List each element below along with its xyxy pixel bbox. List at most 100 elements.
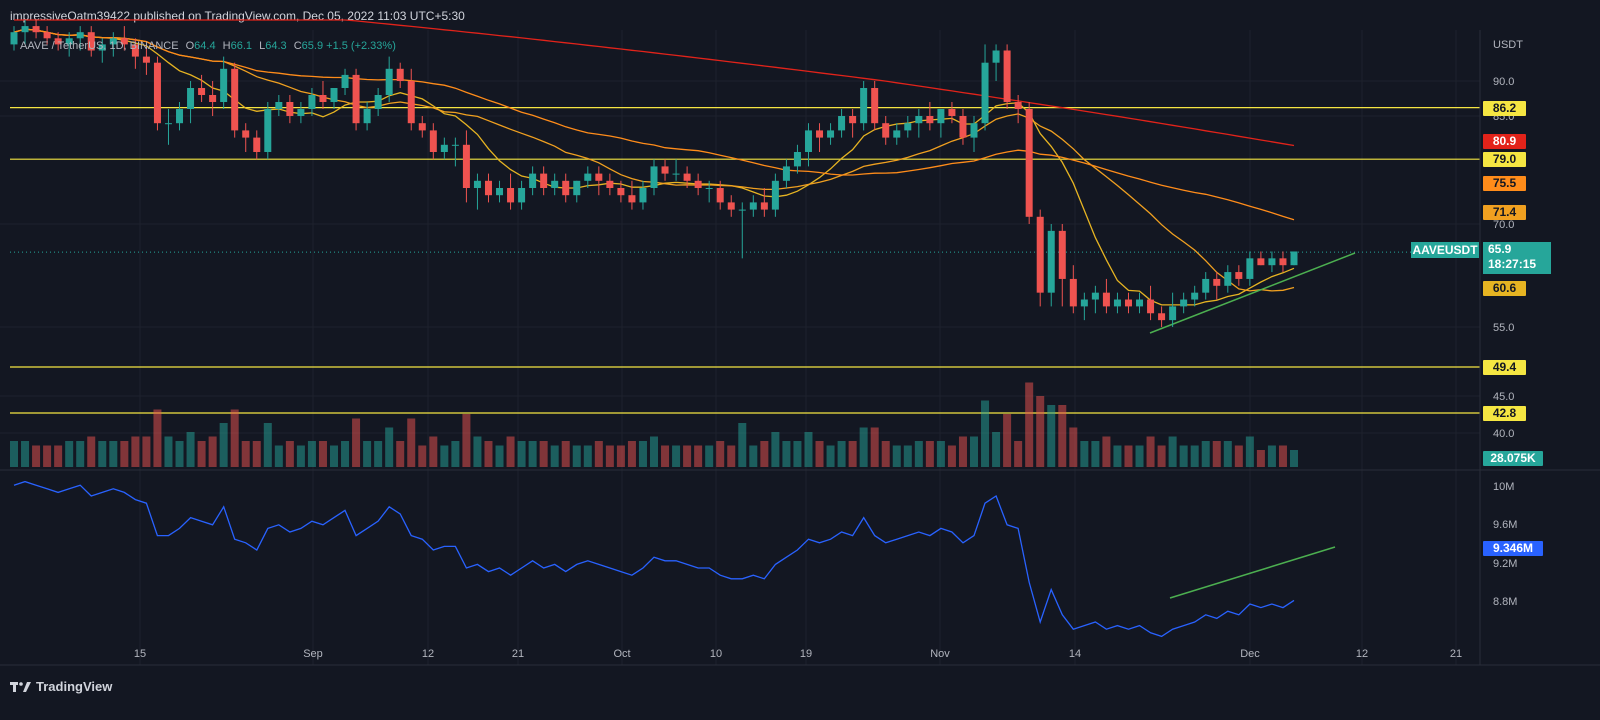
volume-bar bbox=[429, 436, 438, 467]
oscillator-trendline bbox=[1169, 546, 1336, 599]
candle-body bbox=[760, 202, 768, 210]
candle-body bbox=[473, 180, 481, 188]
candle-body bbox=[771, 180, 779, 210]
volume-bar bbox=[837, 441, 846, 467]
price-tick-90: 90.0 bbox=[1493, 76, 1514, 88]
legend-change: +1.5 (+2.33%) bbox=[326, 40, 396, 52]
candle-body bbox=[1235, 272, 1243, 279]
candle-body bbox=[176, 109, 184, 124]
candle-body bbox=[209, 95, 217, 102]
candle-body bbox=[1036, 216, 1044, 293]
candle-body bbox=[253, 137, 261, 152]
volume-bar bbox=[484, 441, 493, 467]
volume-bar bbox=[285, 441, 294, 467]
candle-body bbox=[32, 26, 40, 33]
candle-body bbox=[683, 173, 691, 181]
candle-body bbox=[43, 32, 51, 39]
volume-bar bbox=[1245, 436, 1254, 467]
candle-body bbox=[992, 50, 1000, 63]
candle-body bbox=[231, 68, 239, 131]
volume-bar bbox=[76, 441, 85, 467]
footer-brand[interactable]: TradingView bbox=[10, 679, 112, 694]
candle-body bbox=[242, 130, 250, 138]
volume-bar bbox=[782, 441, 791, 467]
volume-bar bbox=[1135, 445, 1144, 467]
time-axis[interactable]: 15 Sep 12 21 Oct 10 19 Nov 14 Dec 12 21 bbox=[134, 648, 1462, 660]
price-tick-45: 45.0 bbox=[1493, 391, 1514, 403]
volume-bar bbox=[462, 414, 471, 467]
candle-body bbox=[827, 130, 835, 138]
price-tick-70: 70.0 bbox=[1493, 219, 1514, 231]
candle-body bbox=[573, 180, 581, 196]
candle-body bbox=[1257, 258, 1265, 266]
candle-body bbox=[628, 195, 636, 203]
volume-bar bbox=[760, 441, 769, 467]
volume-bar bbox=[197, 441, 206, 467]
volume-bar bbox=[120, 441, 129, 467]
candle-body bbox=[1080, 299, 1088, 307]
volume-bar bbox=[892, 445, 901, 467]
volume-bar bbox=[1058, 405, 1067, 467]
volume-bar bbox=[1091, 441, 1100, 467]
candle-body bbox=[330, 88, 338, 102]
volume-bar bbox=[672, 445, 681, 467]
volume-bar bbox=[1025, 382, 1034, 467]
volume-bar bbox=[661, 445, 670, 467]
volume-bar bbox=[219, 423, 228, 467]
volume-bars bbox=[10, 382, 1298, 467]
volume-bar bbox=[241, 441, 250, 467]
volume-bar bbox=[318, 441, 327, 467]
volume-bar bbox=[881, 441, 890, 467]
volume-bar bbox=[10, 441, 18, 467]
candle-body bbox=[496, 188, 504, 196]
symbol-legend: AAVE / TetherUS, 1D, BINANCE O64.4 H66.1… bbox=[20, 40, 396, 52]
candle-body bbox=[893, 130, 901, 138]
candle-body bbox=[297, 109, 305, 116]
volume-bar bbox=[374, 441, 383, 467]
volume-bar bbox=[451, 441, 460, 467]
volume-bar bbox=[738, 423, 747, 467]
price-axis-currency: USDT bbox=[1493, 39, 1523, 51]
volume-bar bbox=[914, 441, 923, 467]
volume-bar bbox=[694, 445, 703, 467]
candle-body bbox=[1058, 230, 1066, 279]
candles bbox=[10, 20, 1298, 327]
volume-bar bbox=[1003, 414, 1012, 467]
legend-c-value: 65.9 bbox=[301, 40, 324, 52]
volume-bar bbox=[616, 445, 625, 467]
legend-h-label: H bbox=[222, 40, 231, 52]
osc-tick-8-8m: 8.8M bbox=[1493, 596, 1517, 608]
volume-badge: 28.075K bbox=[1483, 451, 1543, 466]
level-badge-79-0: 79.0 bbox=[1483, 152, 1526, 167]
price-tick-55: 55.0 bbox=[1493, 322, 1514, 334]
candle-body bbox=[153, 62, 161, 124]
candle-body bbox=[109, 38, 117, 45]
candle-body bbox=[617, 188, 625, 196]
volume-bar bbox=[1190, 445, 1199, 467]
legend-l-value: 64.3 bbox=[265, 40, 287, 52]
candle-body bbox=[220, 68, 228, 102]
ma-orange-badge: 75.5 bbox=[1483, 176, 1526, 191]
price-trendline bbox=[1149, 252, 1356, 334]
candle-body bbox=[1025, 109, 1033, 217]
legend-l-label: L bbox=[259, 40, 266, 52]
volume-bar bbox=[594, 441, 603, 467]
volume-bar bbox=[131, 436, 140, 467]
volume-bar bbox=[1102, 436, 1111, 467]
volume-bar bbox=[109, 441, 118, 467]
candle-body bbox=[738, 209, 746, 211]
candle-body bbox=[1279, 258, 1287, 266]
candle-body bbox=[1224, 272, 1232, 286]
level-badge-49-4: 49.4 bbox=[1483, 360, 1526, 375]
volume-bar bbox=[572, 445, 581, 467]
volume-bar bbox=[605, 445, 614, 467]
candle-body bbox=[1069, 278, 1077, 307]
volume-bar bbox=[230, 409, 239, 467]
time-tick-nov: Nov bbox=[930, 648, 950, 660]
candle-body bbox=[1213, 278, 1221, 286]
candle-body bbox=[484, 180, 492, 196]
candle-body bbox=[782, 166, 790, 181]
candle-body bbox=[87, 32, 95, 51]
volume-bar bbox=[1146, 436, 1155, 467]
